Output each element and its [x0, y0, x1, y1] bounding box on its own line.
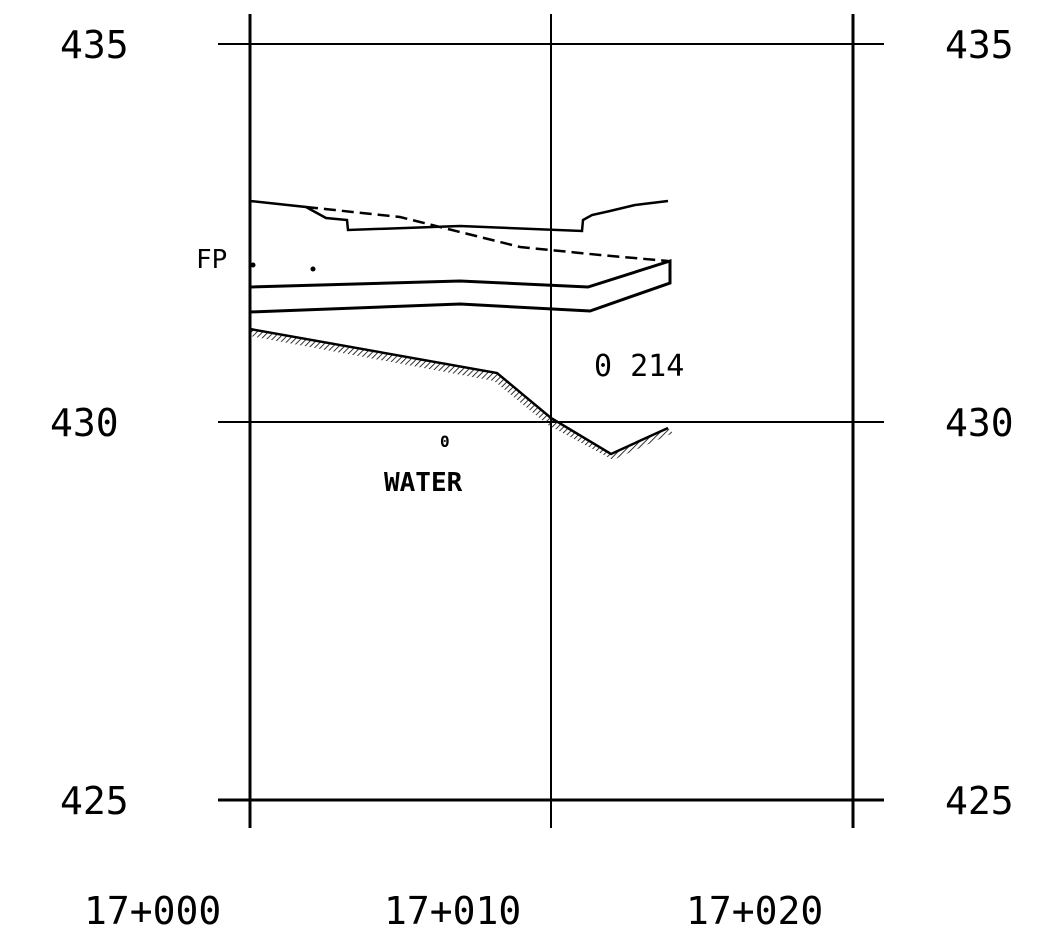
fp-marker — [250, 262, 256, 268]
x-tick-0: 17+000 — [84, 889, 221, 933]
y-tick-left-2: 425 — [60, 779, 129, 823]
x-tick-1: 17+010 — [384, 889, 521, 933]
point-marker — [310, 266, 316, 272]
ground-line — [249, 327, 673, 460]
annotations: FP 0 214 0 WATER — [196, 245, 684, 498]
existing-top-profile — [249, 199, 669, 233]
x-axis-labels: 17+000 17+010 17+020 — [84, 889, 823, 933]
design-dashed-profile — [305, 205, 669, 263]
water-label: WATER — [384, 468, 463, 498]
ground-surface-line — [249, 327, 669, 456]
y-tick-left-0: 435 — [60, 23, 129, 67]
ground-hatch — [250, 329, 673, 460]
water-marker: 0 — [440, 432, 450, 451]
y-axis-labels-left: 435 430 425 — [50, 23, 129, 823]
fp-label: FP — [196, 245, 227, 275]
y-axis-labels-right: 435 430 425 — [945, 23, 1014, 823]
profile-lines — [249, 199, 672, 314]
y-tick-left-1: 430 — [50, 401, 119, 445]
y-tick-right-2: 425 — [945, 779, 1014, 823]
x-tick-2: 17+020 — [686, 889, 823, 933]
upper-offset-line — [249, 258, 672, 314]
y-tick-right-1: 430 — [945, 401, 1014, 445]
y-tick-right-0: 435 — [945, 23, 1014, 67]
section-label: 0 214 — [594, 349, 684, 384]
